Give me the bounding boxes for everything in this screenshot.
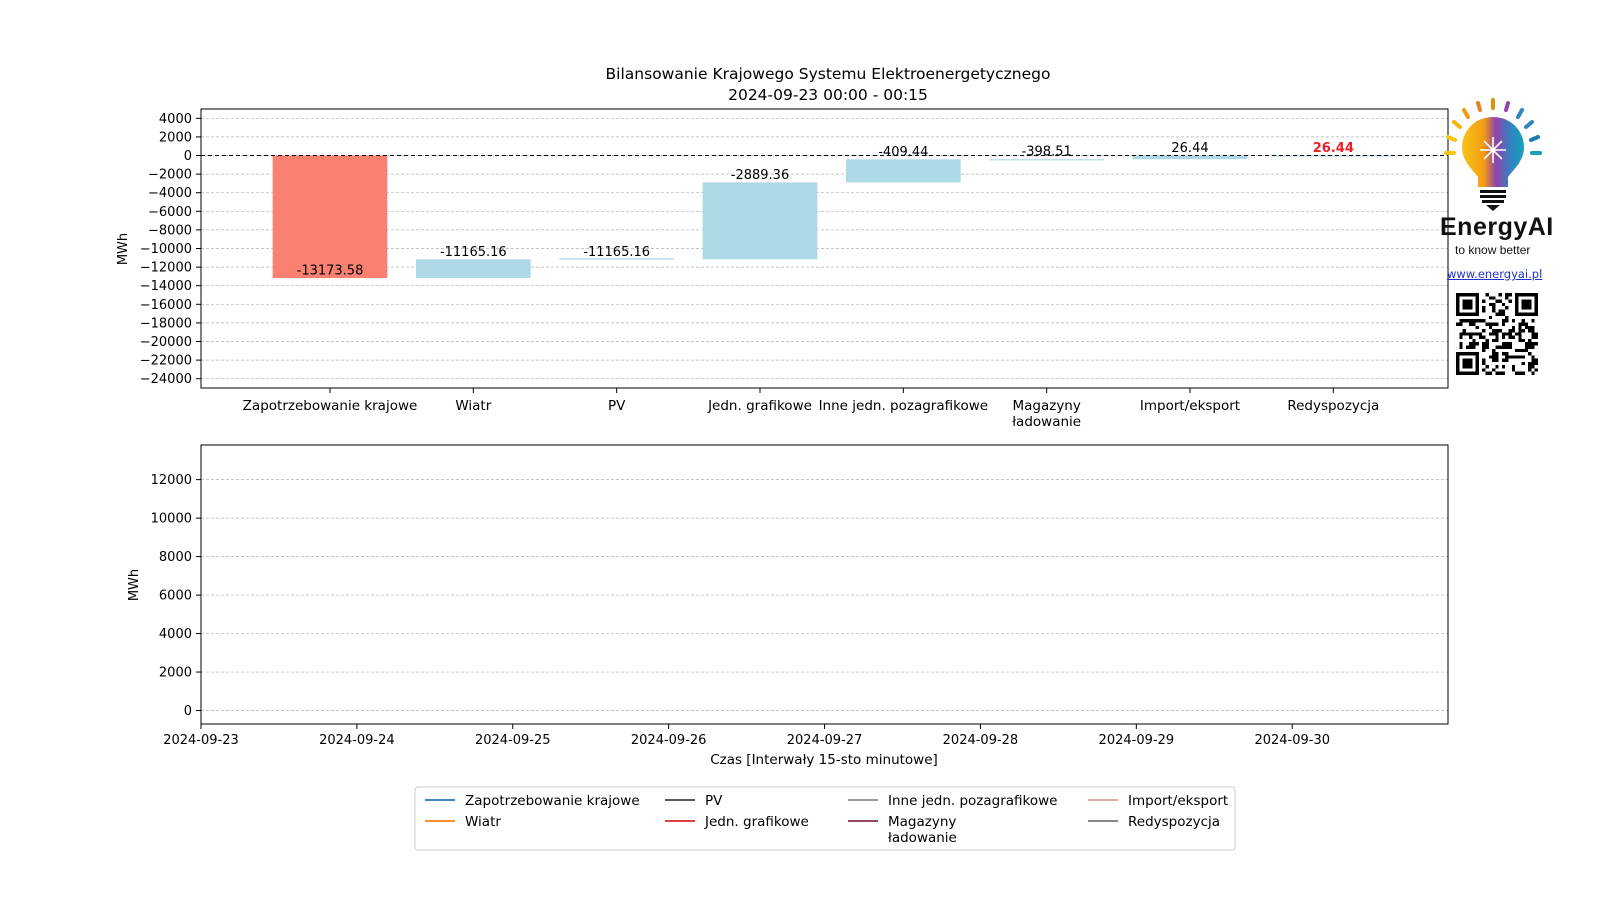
top-y-tick-label: −8000 <box>148 223 192 238</box>
waterfall-data-label: -11165.16 <box>440 245 507 260</box>
legend: Zapotrzebowanie krajowe Wiatr PV Jedn. graf… <box>414 786 1236 851</box>
bottom-x-tick-label: 2024-09-27 <box>787 733 863 748</box>
waterfall-bar <box>272 155 388 279</box>
waterfall-data-label: -398.51 <box>1022 145 1072 160</box>
waterfall-bar <box>559 258 674 260</box>
waterfall-data-label: -11165.16 <box>583 245 650 260</box>
bottom-chart-y-label: MWh <box>127 569 142 601</box>
top-y-tick-label: −2000 <box>148 168 192 183</box>
top-y-tick-label: −14000 <box>140 279 192 294</box>
top-y-tick-label: −16000 <box>140 298 192 313</box>
bottom-chart-frame <box>200 444 1449 725</box>
bottom-x-tick-label: 2024-09-25 <box>475 733 551 748</box>
bottom-y-tick-label: 0 <box>184 704 192 719</box>
top-chart-data-labels: -13173.58 -11165.16 -11165.16 -2889.36 -409.… <box>297 141 1354 279</box>
top-y-tick-label: 0 <box>184 149 192 164</box>
bottom-x-tick-label: 2024-09-23 <box>163 733 239 748</box>
brand-name: EnergyAI <box>1440 213 1554 241</box>
waterfall-bar <box>989 159 1104 161</box>
bottom-chart-x-ticks: 2024-09-23 2024-09-24 2024-09-25 2024-09-26… <box>163 724 1330 748</box>
chart-title: Bilansowanie Krajowego Systemu Elektroen… <box>606 65 1051 83</box>
bottom-chart-grid <box>201 479 1448 711</box>
top-y-tick-label: −4000 <box>148 186 192 201</box>
waterfall-bar <box>416 259 531 279</box>
legend-entry-label: Wiatr <box>465 814 501 830</box>
waterfall-bar <box>1132 155 1248 160</box>
bottom-chart-x-label: Czas [Interwały 15-sto minutowe] <box>710 752 938 768</box>
bottom-x-tick-label: 2024-09-24 <box>319 733 395 748</box>
top-x-tick-label: ładowanie <box>1012 414 1081 430</box>
top-x-tick-label: Zapotrzebowanie krajowe <box>243 398 418 414</box>
waterfall-data-label: 26.44 <box>1171 141 1208 156</box>
top-x-tick-label: Jedn. grafikowe <box>707 398 812 414</box>
legend-entry-label: ładowanie <box>888 830 957 846</box>
chart-subtitle: 2024-09-23 00:00 - 00:15 <box>728 86 928 104</box>
top-chart-y-ticks: 4000 2000 0 −2000 −4000 −6000 −8000 −10000 −1200… <box>140 112 201 387</box>
top-chart-grid <box>201 117 1448 380</box>
legend-entry-label: PV <box>705 793 723 809</box>
brand-logo: EnergyAI to know better www.energyai.pl <box>1440 95 1590 385</box>
legend-entry-label: Import/eksport <box>1128 793 1228 809</box>
bottom-y-tick-label: 12000 <box>151 473 192 488</box>
bottom-y-tick-label: 8000 <box>159 550 192 565</box>
top-chart-bars <box>272 155 1391 279</box>
waterfall-data-label: -13173.58 <box>297 264 364 279</box>
top-x-tick-label: Magazyny <box>1012 398 1080 414</box>
bottom-x-tick-label: 2024-09-29 <box>1099 733 1175 748</box>
bottom-x-tick-label: 2024-09-28 <box>943 733 1019 748</box>
top-y-tick-label: 4000 <box>159 112 192 127</box>
top-y-tick-label: −24000 <box>140 372 192 387</box>
bottom-y-tick-label: 10000 <box>151 512 192 527</box>
brand-url-link[interactable]: www.energyai.pl <box>1447 267 1543 281</box>
waterfall-bar <box>846 159 961 183</box>
waterfall-bar <box>1276 155 1391 157</box>
top-x-tick-label: Import/eksport <box>1140 398 1240 414</box>
waterfall-data-label: -409.44 <box>878 145 928 160</box>
legend-entry-label: Inne jedn. pozagrafikowe <box>888 793 1057 809</box>
legend-entry-label: Jedn. grafikowe <box>704 814 809 830</box>
top-y-tick-label: −20000 <box>140 335 192 350</box>
top-x-tick-label: Wiatr <box>455 398 491 414</box>
top-chart-y-label: MWh <box>116 233 131 265</box>
waterfall-bar <box>702 182 818 260</box>
top-y-tick-label: −10000 <box>140 242 192 257</box>
top-y-tick-label: −18000 <box>140 316 192 331</box>
qr-code-icon <box>1456 293 1538 375</box>
legend-frame <box>414 786 1236 851</box>
top-x-tick-label: Inne jedn. pozagrafikowe <box>819 398 988 414</box>
brand-tagline: to know better <box>1455 243 1531 257</box>
waterfall-data-label: 26.44 <box>1313 141 1354 156</box>
top-chart-x-ticks: Zapotrzebowanie krajowe Wiatr PV Jedn. graf… <box>243 388 1379 430</box>
bottom-x-tick-label: 2024-09-30 <box>1254 733 1330 748</box>
bottom-chart-y-ticks: 0 2000 4000 6000 8000 10000 12000 <box>151 473 201 719</box>
bottom-y-tick-label: 4000 <box>159 627 192 642</box>
top-y-tick-label: −12000 <box>140 261 192 276</box>
legend-entry-label: Redyspozycja <box>1128 814 1220 830</box>
top-y-tick-label: 2000 <box>159 130 192 145</box>
top-x-tick-label: PV <box>608 398 626 414</box>
lightbulb-logo-icon <box>1444 98 1542 211</box>
top-x-tick-label: Redyspozycja <box>1287 398 1379 414</box>
legend-entry-label: Zapotrzebowanie krajowe <box>465 793 640 809</box>
legend-entry-label: Magazyny <box>888 814 956 830</box>
top-y-tick-label: −6000 <box>148 205 192 220</box>
waterfall-data-label: -2889.36 <box>731 168 789 183</box>
top-y-tick-label: −22000 <box>140 354 192 369</box>
bottom-x-tick-label: 2024-09-26 <box>631 733 707 748</box>
bottom-y-tick-label: 6000 <box>159 589 192 604</box>
bottom-y-tick-label: 2000 <box>159 666 192 681</box>
